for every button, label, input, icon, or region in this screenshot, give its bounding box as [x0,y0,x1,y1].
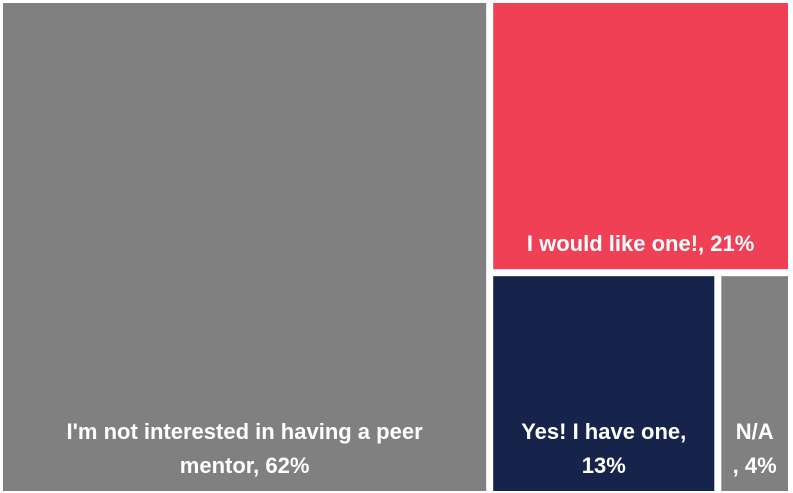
treemap-label-0-line-0: I'm not interested in having a peer [67,419,424,444]
treemap-label-3-line-0: N/A [736,419,774,444]
treemap-label-1-line-0: I would like one!, 21% [527,231,754,256]
treemap-tiles [3,3,788,491]
treemap-label-3-line-1: , 4% [733,453,777,478]
treemap-tile-3 [721,276,788,491]
treemap-label-2-line-1: 13% [582,453,626,478]
treemap-labels: I'm not interested in having a peer mento… [67,231,777,478]
treemap-tile-1 [493,3,788,270]
treemap-label-0-line-1: mentor, 62% [180,453,310,478]
treemap-tile-0 [3,3,487,491]
treemap-label-2-line-0: Yes! I have one, [521,419,686,444]
treemap-tile-2 [493,276,715,491]
